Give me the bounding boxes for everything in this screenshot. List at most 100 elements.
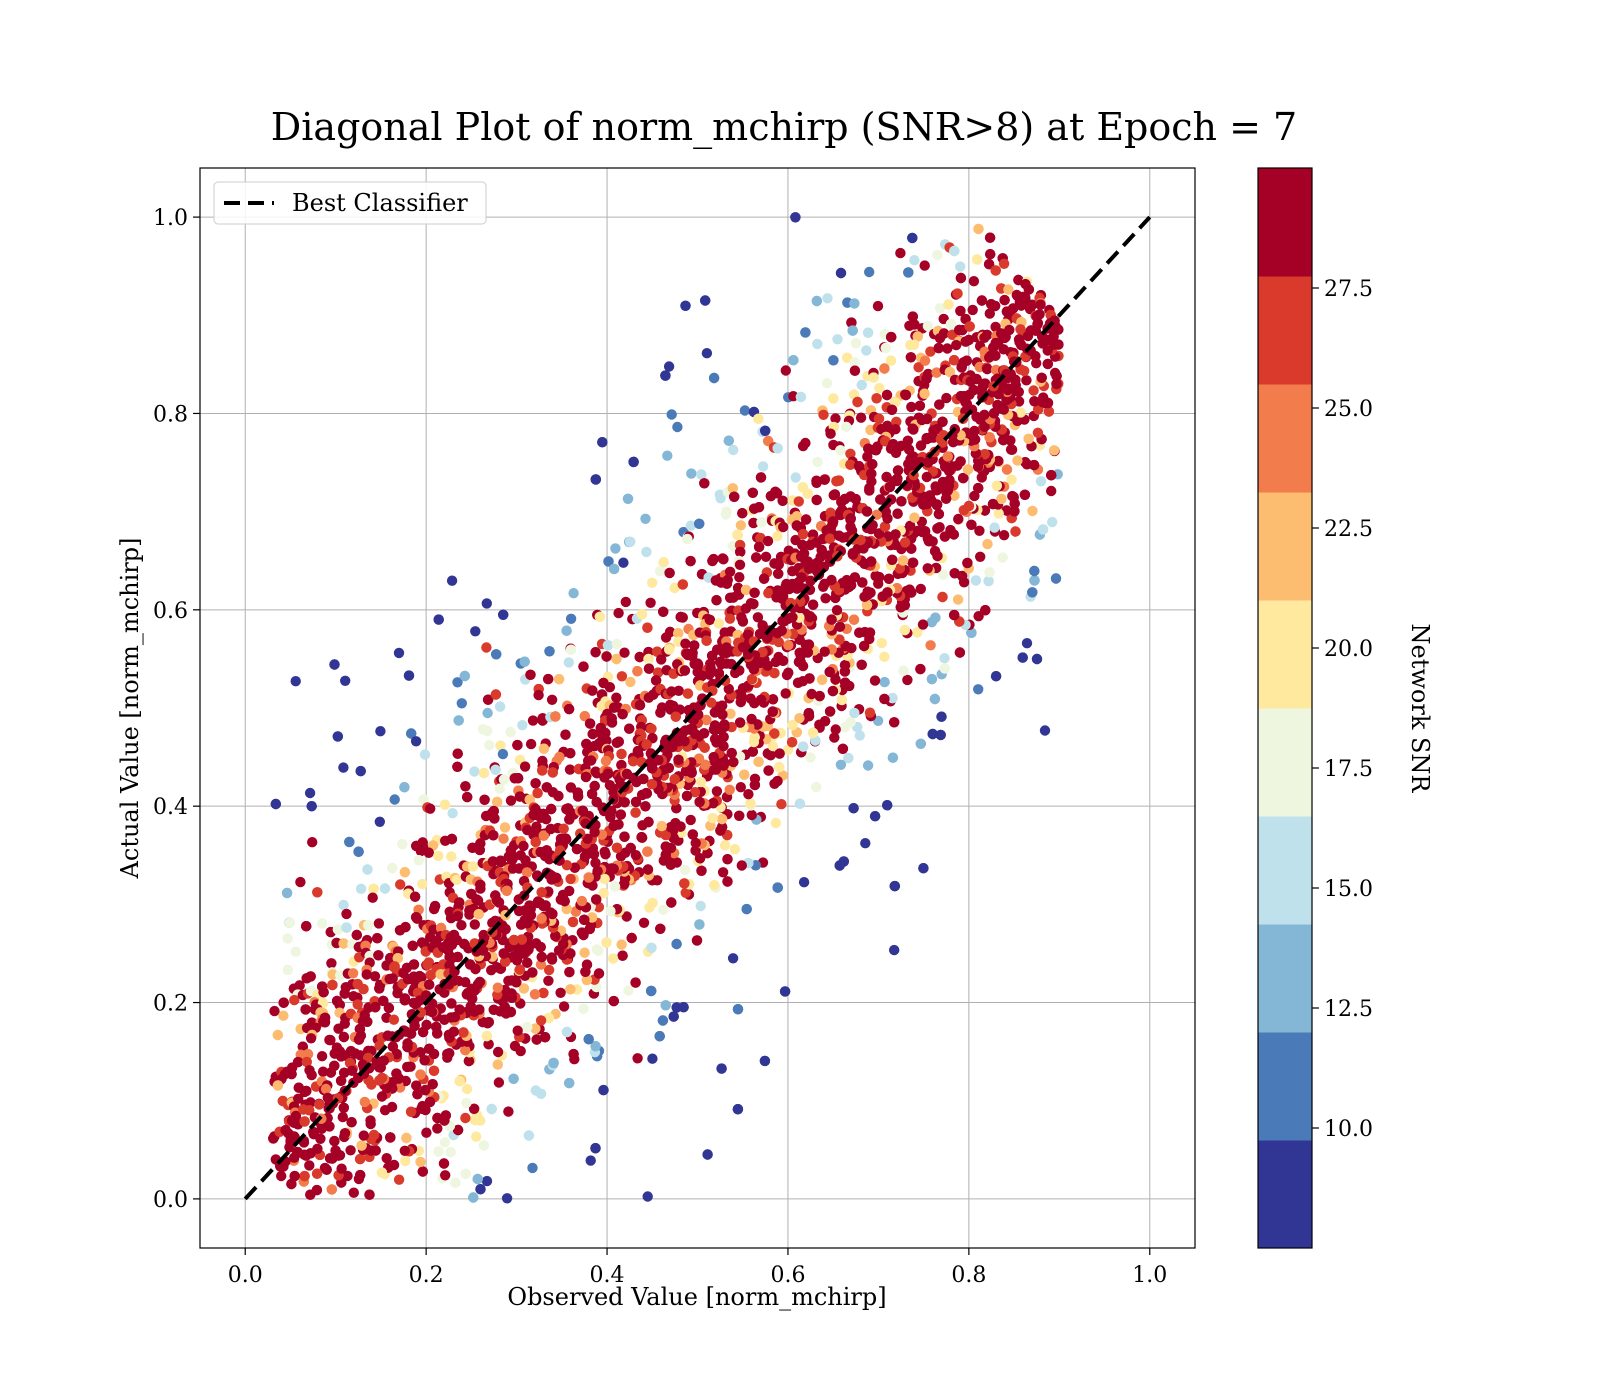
scatter-point	[335, 1075, 347, 1087]
scatter-point	[482, 725, 493, 737]
scatter-point	[807, 727, 819, 738]
scatter-point	[753, 756, 764, 767]
scatter-point	[700, 295, 711, 306]
scatter-point	[606, 717, 618, 728]
scatter-point	[814, 690, 825, 702]
scatter-point	[872, 300, 884, 312]
scatter-point	[576, 927, 588, 938]
scatter-point	[619, 647, 630, 658]
scatter-point	[347, 968, 359, 979]
scatter-point	[270, 798, 281, 810]
scatter-point	[732, 529, 743, 541]
scatter-point	[1010, 526, 1021, 537]
scatter-point	[839, 722, 851, 733]
colorbar-segment	[1258, 492, 1312, 601]
scatter-point	[314, 1099, 325, 1110]
scatter-point	[345, 1145, 356, 1156]
scatter-point	[411, 1080, 422, 1091]
scatter-point	[983, 259, 995, 270]
scatter-point	[592, 866, 603, 877]
scatter-point	[715, 493, 726, 504]
scatter-point	[1031, 653, 1043, 665]
scatter-point	[598, 887, 609, 899]
scatter-point	[327, 979, 338, 991]
scatter-point	[326, 1184, 337, 1195]
colorbar-segment	[1258, 384, 1312, 493]
scatter-point	[495, 856, 507, 868]
scatter-point	[491, 649, 502, 660]
scatter-point	[786, 737, 798, 748]
scatter-point	[753, 541, 765, 553]
scatter-point	[498, 833, 509, 844]
scatter-point	[748, 598, 759, 610]
scatter-point	[578, 1003, 589, 1014]
scatter-point	[399, 995, 410, 1006]
scatter-point	[508, 934, 520, 946]
scatter-point	[1028, 385, 1039, 396]
scatter-point	[732, 1004, 744, 1015]
scatter-point	[594, 611, 606, 622]
scatter-point	[650, 675, 662, 686]
scatter-point	[452, 911, 463, 922]
scatter-point	[918, 863, 929, 874]
scatter-point	[836, 694, 848, 706]
scatter-point	[984, 232, 996, 243]
scatter-point	[937, 591, 948, 603]
scatter-point	[548, 1057, 559, 1069]
scatter-point	[581, 974, 593, 986]
scatter-point	[565, 984, 576, 995]
scatter-point	[966, 627, 977, 638]
scatter-point	[619, 831, 630, 842]
scatter-point	[864, 485, 875, 496]
scatter-point	[400, 1155, 411, 1167]
scatter-point	[855, 412, 867, 423]
scatter-point	[363, 920, 374, 931]
scatter-point	[546, 803, 557, 815]
scatter-point	[481, 598, 492, 609]
y-tick-label: 0.0	[153, 1188, 188, 1213]
scatter-point	[979, 449, 990, 460]
scatter-point	[337, 1111, 348, 1123]
colorbar-tick-label: 15.0	[1324, 877, 1373, 902]
scatter-point	[746, 809, 757, 821]
y-tick-label: 1.0	[153, 206, 188, 231]
scatter-point	[757, 461, 769, 472]
scatter-point	[387, 862, 398, 874]
scatter-point	[803, 708, 814, 719]
scatter-point	[773, 568, 784, 579]
scatter-point	[953, 513, 964, 525]
scatter-point	[1032, 427, 1044, 438]
scatter-point	[892, 508, 903, 519]
scatter-point	[415, 1156, 426, 1168]
scatter-point	[827, 685, 839, 697]
scatter-point	[320, 1083, 332, 1095]
scatter-point	[401, 1132, 412, 1144]
scatter-point	[289, 1170, 300, 1182]
scatter-point	[611, 842, 623, 853]
scatter-point	[849, 357, 860, 368]
scatter-point	[1021, 638, 1033, 649]
scatter-point	[451, 874, 462, 885]
scatter-point	[722, 854, 733, 865]
scatter-point	[610, 543, 621, 554]
scatter-point	[915, 738, 926, 749]
scatter-point	[501, 1193, 513, 1204]
scatter-point	[822, 293, 833, 304]
scatter-point	[767, 706, 778, 717]
y-axis-ticks: 0.00.20.40.60.81.0	[153, 206, 200, 1213]
scatter-point	[469, 919, 480, 930]
scatter-point	[800, 514, 812, 525]
scatter-point	[870, 445, 882, 456]
scatter-point	[383, 1002, 395, 1014]
scatter-point	[535, 1015, 547, 1026]
scatter-point	[600, 755, 612, 767]
scatter-point	[488, 1004, 499, 1015]
scatter-point	[1021, 375, 1032, 386]
scatter-point	[305, 1033, 317, 1044]
scatter-point	[832, 334, 843, 345]
scatter-point	[770, 817, 782, 829]
scatter-point	[686, 468, 697, 479]
scatter-point	[487, 856, 499, 867]
scatter-point	[716, 821, 728, 833]
scatter-point	[772, 882, 783, 893]
